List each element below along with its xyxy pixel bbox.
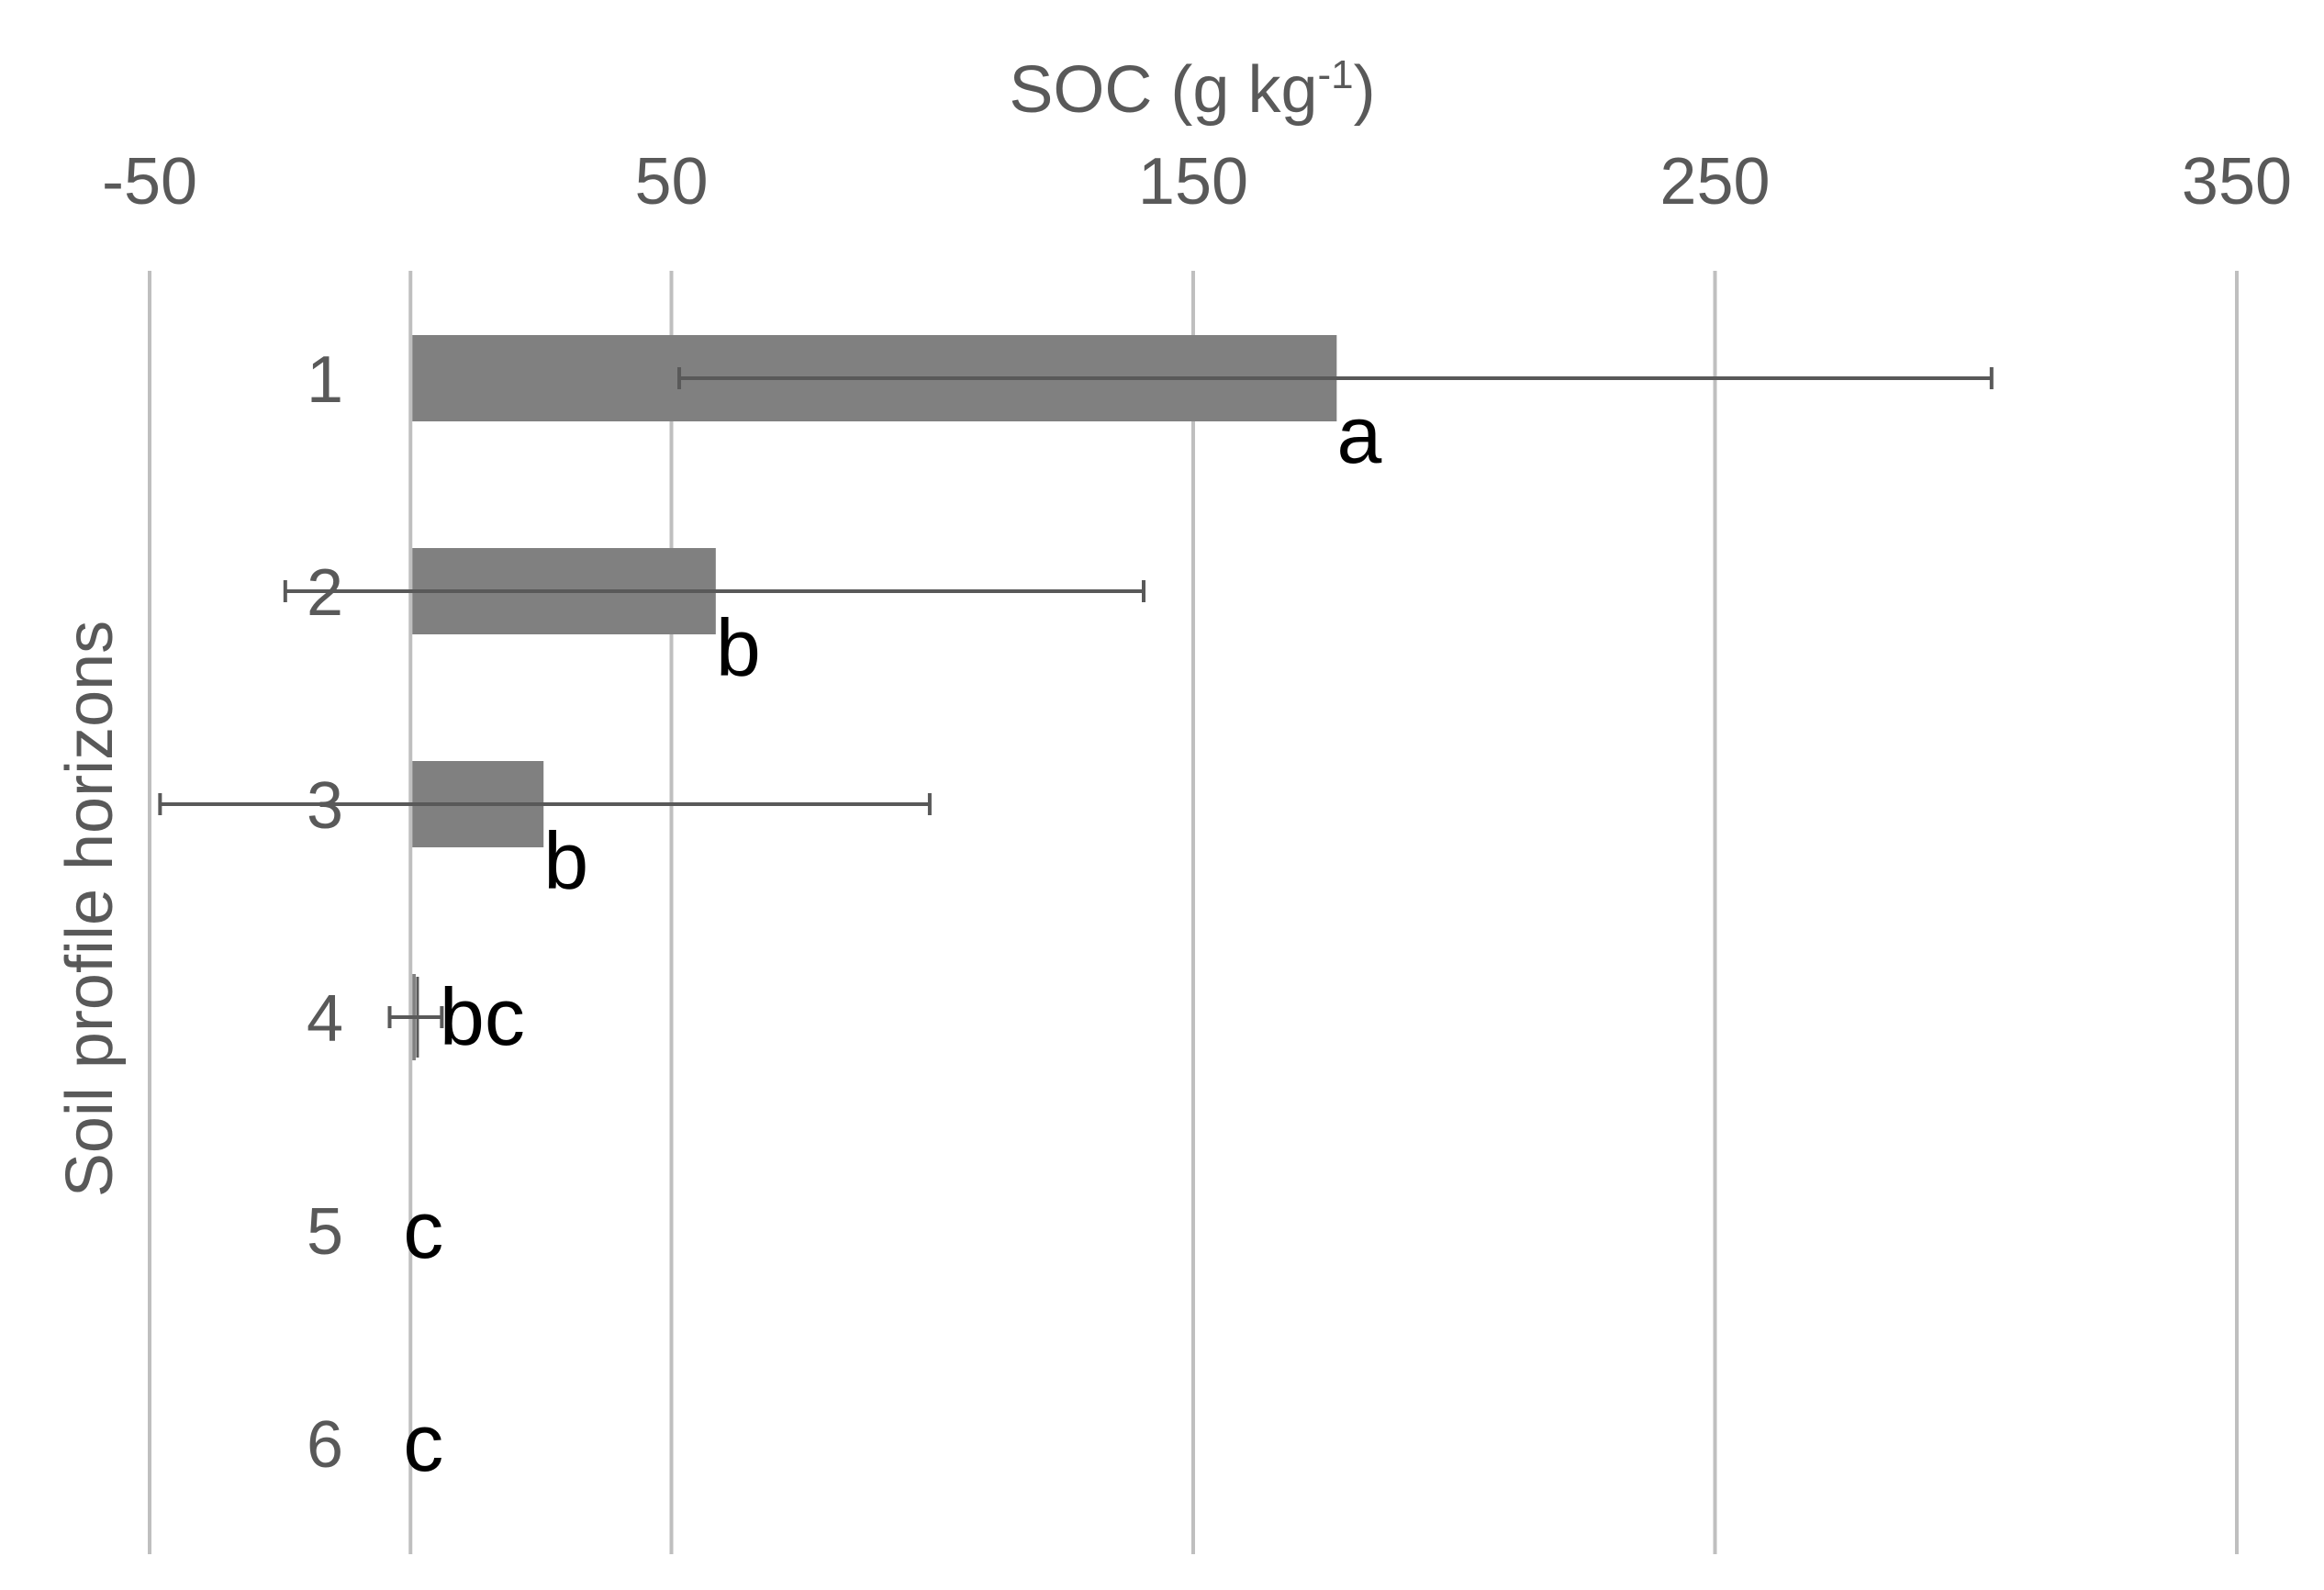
category-label: 4 <box>307 982 343 1056</box>
category-labels: 1 2 3 4 5 6 <box>307 343 343 1482</box>
significance-letter: c <box>403 1184 443 1275</box>
x-axis-title-main: SOC (g kg <box>1009 53 1317 127</box>
x-tick-label: -50 <box>102 145 197 218</box>
x-tick-label: 250 <box>1659 145 1770 218</box>
x-tick-label: 150 <box>1138 145 1248 218</box>
significance-letter: c <box>403 1397 443 1488</box>
x-axis-title-suffix: ) <box>1354 53 1376 127</box>
error-bars <box>158 367 1994 1058</box>
significance-letter: b <box>543 815 588 906</box>
category-label: 1 <box>307 343 343 417</box>
bars <box>412 335 1337 1060</box>
x-axis-title: SOC (g kg-1) <box>1009 52 1375 127</box>
x-tick-label: 350 <box>2182 145 2292 218</box>
x-axis-title-superscript: -1 <box>1317 52 1353 97</box>
x-tick-label: 50 <box>634 145 708 218</box>
y-axis-title: Soil profile horizons <box>53 621 127 1197</box>
significance-letter: b <box>716 602 761 693</box>
x-axis-tick-labels: -50 50 150 250 350 <box>102 145 2292 218</box>
category-label: 6 <box>307 1408 343 1482</box>
category-label: 5 <box>307 1195 343 1269</box>
significance-letter: bc <box>440 971 525 1062</box>
category-label: 3 <box>307 769 343 843</box>
significance-letter: a <box>1336 389 1381 480</box>
category-label: 2 <box>307 556 343 630</box>
gridlines <box>148 271 2239 1554</box>
